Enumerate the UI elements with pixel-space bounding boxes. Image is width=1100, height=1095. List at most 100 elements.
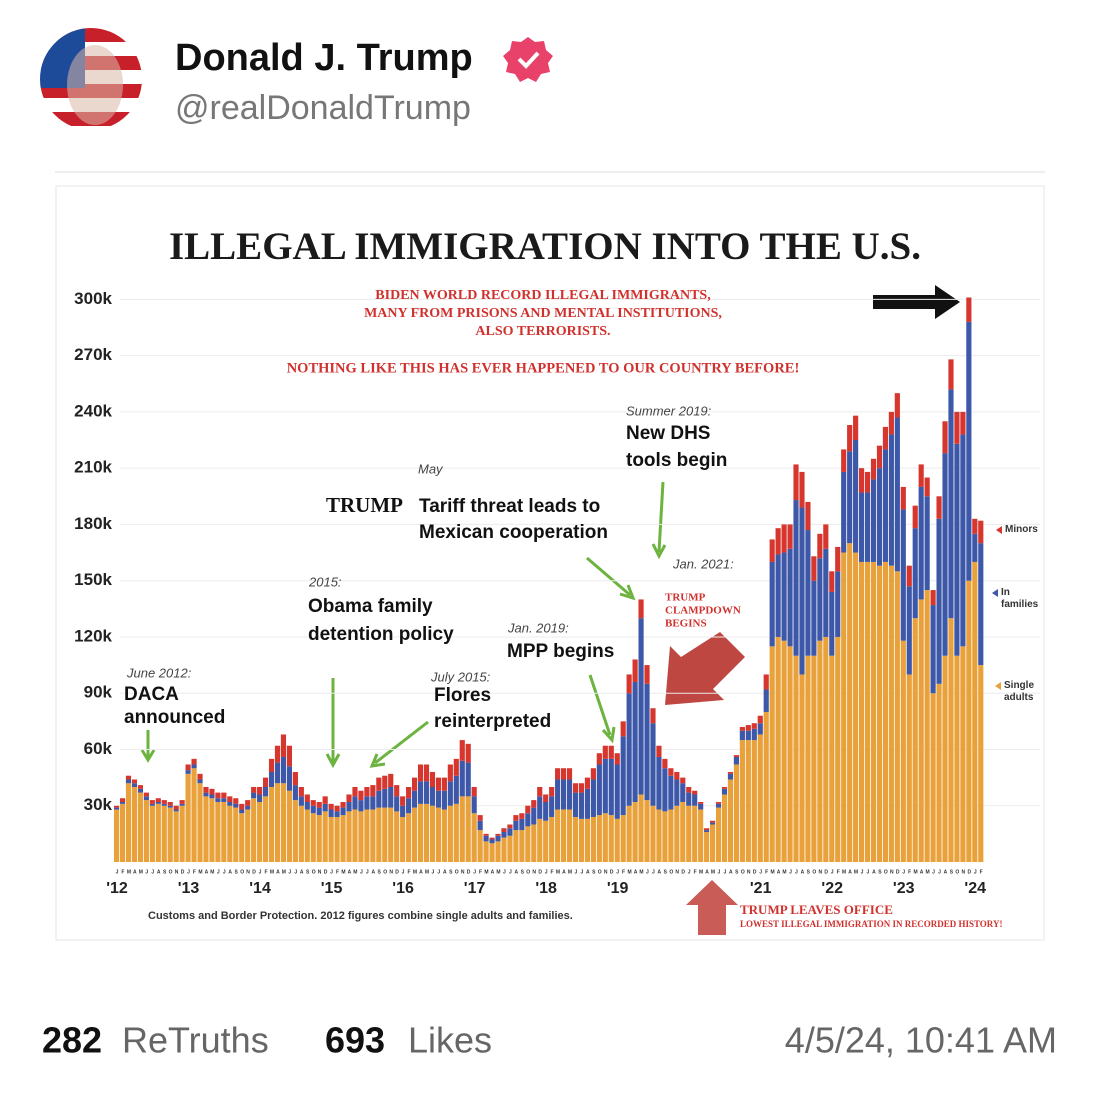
bar-segment: [489, 843, 495, 862]
bar-segment: [954, 443, 960, 656]
bar-segment: [465, 796, 471, 862]
bar-segment: [119, 803, 126, 862]
bar-segment: [340, 807, 346, 816]
bar-segment: [501, 837, 507, 862]
x-tick-label: M: [341, 869, 345, 875]
x-tick-label: J: [759, 869, 762, 875]
bar-segment: [543, 801, 549, 821]
annotation: Tariff threat leads to: [419, 496, 600, 517]
bar-segment: [632, 659, 638, 682]
bar-segment: [352, 809, 358, 862]
x-tick-label: J: [437, 869, 440, 875]
year-label: '24: [964, 880, 986, 897]
bar-segment: [727, 773, 734, 780]
likes-count[interactable]: 693: [325, 1020, 385, 1061]
bar-segment: [507, 835, 513, 862]
bar-segment: [167, 801, 173, 806]
bar-segment: [417, 781, 424, 804]
bar-segment: [525, 826, 531, 862]
bar-segment: [221, 801, 227, 862]
y-tick-label: 240k: [74, 401, 112, 420]
x-tick-label: M: [842, 869, 846, 875]
bar-segment: [346, 811, 352, 862]
bar-segment: [131, 783, 138, 787]
bar-segment: [650, 723, 656, 806]
bar-segment: [477, 830, 483, 862]
bar-segment: [781, 524, 787, 553]
bar-segment: [715, 807, 722, 862]
x-tick-label: F: [837, 869, 840, 875]
x-tick-label: J: [330, 869, 333, 875]
bar-segment: [692, 790, 698, 795]
retruths-label[interactable]: ReTruths: [122, 1020, 269, 1061]
plot: [114, 297, 1040, 862]
bar-segment: [233, 807, 239, 862]
bar-segment: [561, 809, 567, 862]
y-tick-label: 270k: [74, 345, 112, 364]
bar-segment: [310, 813, 316, 862]
bar-segment: [596, 753, 602, 765]
x-tick-label: F: [694, 869, 697, 875]
retruths-count[interactable]: 282: [42, 1020, 102, 1061]
bar-segment: [561, 779, 567, 810]
bar-segment: [912, 528, 918, 619]
bar-segment: [787, 646, 793, 862]
bar-segment: [876, 445, 883, 469]
bar-segment: [304, 801, 310, 810]
bar-segment: [626, 805, 632, 862]
bar-segment: [316, 807, 322, 816]
bar-segment: [114, 809, 120, 862]
likes-label[interactable]: Likes: [408, 1020, 492, 1061]
bar-segment: [364, 809, 370, 862]
bar-segment: [268, 758, 275, 772]
bar-segment: [453, 775, 459, 804]
bar-segment: [590, 779, 596, 817]
user-handle[interactable]: @realDonaldTrump: [175, 89, 471, 127]
bar-segment: [775, 636, 781, 862]
user-name[interactable]: Donald J. Trump: [175, 37, 473, 79]
bar-segment: [942, 655, 948, 862]
bar-segment: [125, 783, 132, 862]
bar-segment: [668, 809, 674, 862]
bar-segment: [555, 768, 561, 780]
bar-segment: [680, 801, 686, 862]
bar-segment: [292, 785, 298, 801]
bar-segment: [835, 636, 841, 862]
x-tick-label: F: [765, 869, 768, 875]
bar-segment: [161, 803, 167, 806]
bar-segment: [519, 818, 525, 831]
bar-segment: [447, 764, 453, 782]
x-tick-label: D: [824, 869, 828, 875]
bar-segment: [322, 796, 328, 804]
bar-segment: [173, 811, 179, 862]
bar-segment: [763, 689, 769, 712]
annotation: reinterpreted: [434, 711, 551, 732]
bar-segment: [763, 674, 769, 690]
x-tick-label: M: [282, 869, 286, 875]
y-tick-label: 210k: [74, 458, 112, 477]
bar-segment: [882, 426, 888, 450]
bar-segment: [423, 803, 430, 862]
bar-segment: [406, 798, 412, 814]
bar-segment: [245, 805, 251, 810]
bar-segment: [596, 815, 602, 862]
bar-segment: [322, 811, 328, 862]
up-arrow: [686, 880, 738, 935]
x-tick-label: S: [735, 869, 739, 875]
bar-segment: [704, 831, 710, 862]
bar-segment: [954, 655, 960, 862]
x-tick-label: J: [294, 869, 297, 875]
bar-segment: [668, 775, 674, 810]
annotation: New DHS: [626, 423, 710, 444]
annotation: TRUMP: [326, 493, 403, 517]
bar-segment: [334, 805, 340, 812]
bar-segment: [209, 794, 215, 799]
year-label: '14: [249, 880, 271, 897]
bar-segment: [352, 796, 358, 810]
bar-segment: [531, 800, 537, 808]
x-tick-label: J: [718, 869, 721, 875]
bar-segment: [370, 809, 376, 862]
bar-segment: [263, 777, 269, 787]
avatar[interactable]: [40, 28, 142, 130]
x-tick-label: M: [484, 869, 488, 875]
